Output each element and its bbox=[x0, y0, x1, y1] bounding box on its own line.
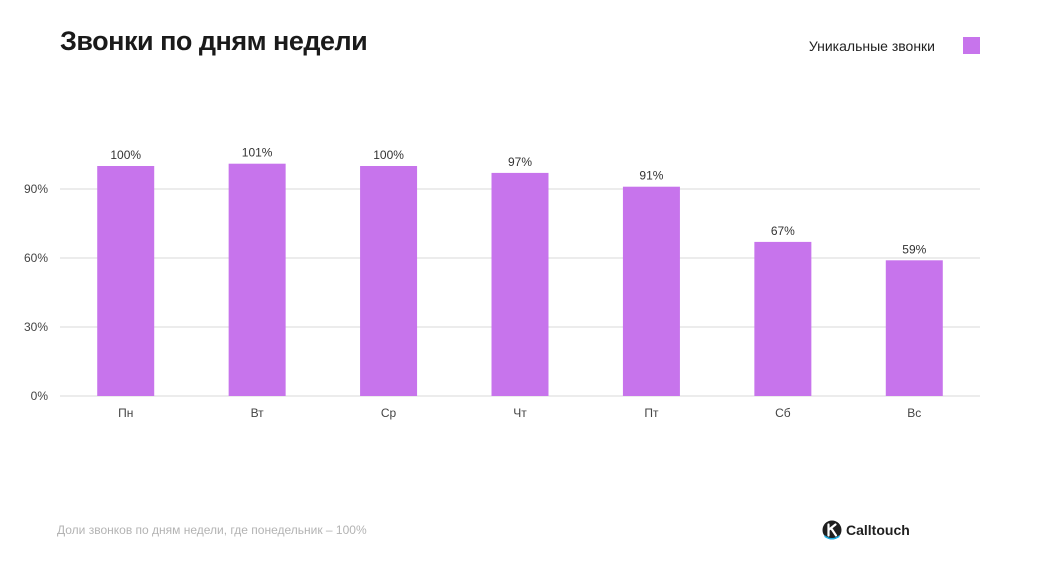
bar-value-label: 101% bbox=[242, 146, 273, 160]
x-tick-label: Чт bbox=[513, 406, 527, 420]
legend: Уникальные звонки bbox=[809, 37, 980, 54]
bar bbox=[885, 260, 943, 396]
bar-value-label: 100% bbox=[373, 148, 404, 162]
y-tick-label: 60% bbox=[24, 251, 48, 265]
data-labels-layer: 100% 101% 100% 97% 91% 67% 59% bbox=[110, 146, 926, 257]
x-tick-label: Вс bbox=[907, 406, 921, 420]
brand-name: Calltouch bbox=[846, 522, 910, 538]
bar bbox=[228, 163, 286, 396]
y-tick-label: 0% bbox=[31, 389, 49, 403]
bar bbox=[97, 166, 155, 396]
bar bbox=[754, 241, 812, 396]
bar-value-label: 97% bbox=[508, 155, 532, 169]
bars-layer bbox=[97, 163, 943, 396]
bar bbox=[360, 166, 418, 396]
y-tick-label: 30% bbox=[24, 320, 48, 334]
x-tick-label: Вт bbox=[251, 406, 265, 420]
footnote: Доли звонков по дням недели, где понедел… bbox=[57, 523, 367, 537]
bar-value-label: 59% bbox=[902, 242, 926, 256]
x-tick-label: Пн bbox=[118, 406, 133, 420]
y-tick-label: 90% bbox=[24, 182, 48, 196]
bar-value-label: 67% bbox=[771, 224, 795, 238]
bar bbox=[622, 186, 680, 396]
bar-value-label: 100% bbox=[110, 148, 141, 162]
brand-logo: Calltouch bbox=[822, 520, 910, 540]
legend-swatch bbox=[963, 37, 980, 54]
x-tick-label: Пт bbox=[644, 406, 659, 420]
bar bbox=[491, 172, 549, 396]
bar-value-label: 91% bbox=[639, 169, 663, 183]
calltouch-logo-icon bbox=[822, 520, 842, 540]
legend-label: Уникальные звонки bbox=[808, 37, 935, 54]
axis-ticks-layer: 0% 30% 60% 90% Пн Вт Ср Чт Пт Сб Вс bbox=[24, 182, 921, 420]
page-title: Звонки по дням недели bbox=[60, 26, 368, 56]
x-tick-label: Ср bbox=[381, 406, 397, 420]
x-tick-label: Сб bbox=[775, 406, 791, 420]
